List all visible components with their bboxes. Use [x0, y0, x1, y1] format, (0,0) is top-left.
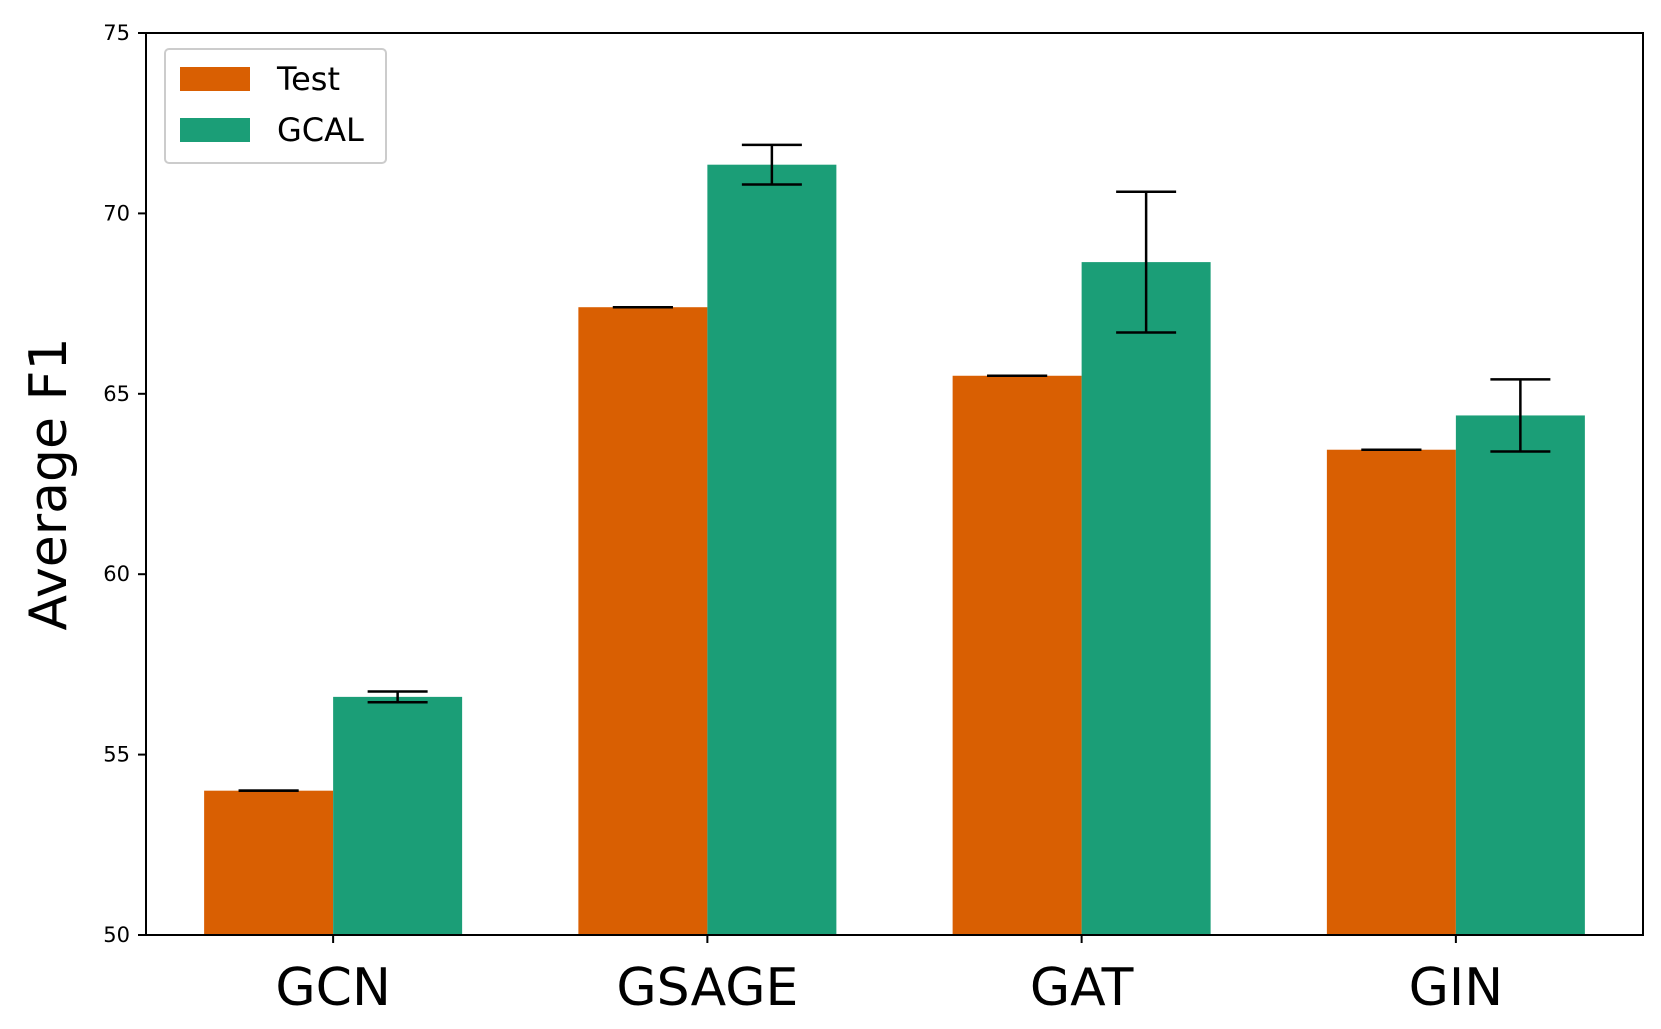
- x-tick-label-gcn: GCN: [275, 958, 391, 1018]
- y-tick-label-60: 60: [103, 562, 130, 586]
- bars-layer: [204, 164, 1585, 935]
- legend-label-test: Test: [276, 60, 340, 98]
- error-bar-gcal-gcn: [367, 690, 428, 704]
- plot-frame: [145, 32, 1644, 936]
- error-bar-gcal-gsage: [741, 143, 802, 186]
- bar-test-gat: [952, 375, 1082, 935]
- legend-label-gcal: GCAL: [277, 111, 364, 149]
- bar-gcal-gat: [1081, 262, 1211, 935]
- bar-test-gin: [1326, 449, 1456, 935]
- bar-gcal-gin: [1455, 415, 1585, 935]
- x-axis: GCN GSAGE GAT GIN: [275, 935, 1503, 1018]
- error-bars-layer: [238, 143, 1551, 792]
- error-bar-gcal-gat: [1116, 190, 1177, 334]
- y-tick-label-65: 65: [103, 382, 130, 406]
- x-tick-label-gsage: GSAGE: [616, 958, 798, 1018]
- legend-swatch-gcal: [180, 118, 250, 142]
- y-axis: 50 55 60 65 70 75: [103, 21, 146, 947]
- legend-swatch-test: [180, 67, 250, 91]
- bar-test-gsage: [578, 307, 708, 935]
- error-bar-gcal-gin: [1490, 378, 1551, 453]
- x-tick-label-gin: GIN: [1409, 958, 1504, 1018]
- bar-gcal-gcn: [333, 696, 463, 935]
- legend: Test GCAL: [164, 48, 387, 164]
- y-tick-label-75: 75: [103, 21, 130, 45]
- y-tick-label-70: 70: [103, 201, 130, 225]
- y-tick-label-50: 50: [103, 923, 130, 947]
- bar-test-gcn: [204, 790, 334, 935]
- y-tick-label-55: 55: [103, 743, 130, 767]
- x-tick-label-gat: GAT: [1030, 958, 1134, 1018]
- y-axis-title: Average F1: [19, 337, 79, 630]
- bar-gcal-gsage: [707, 164, 837, 935]
